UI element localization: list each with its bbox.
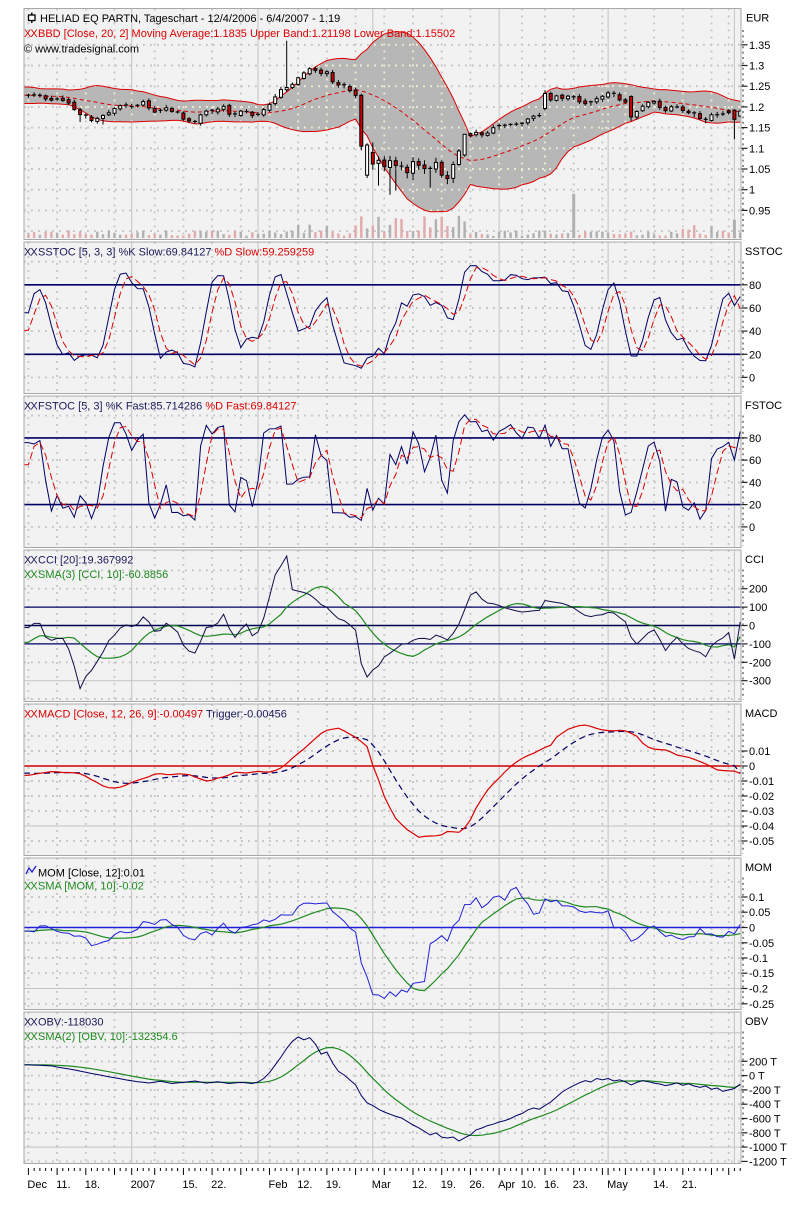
svg-text:XX: XX xyxy=(24,709,38,721)
svg-text:-1200 T: -1200 T xyxy=(749,1156,787,1168)
svg-text:Apr: Apr xyxy=(498,1179,515,1191)
svg-text:-0.02: -0.02 xyxy=(749,791,774,803)
svg-text:XX: XX xyxy=(24,247,38,259)
svg-text:SMA(3) [CCI, 10]:-60.8856: SMA(3) [CCI, 10]:-60.8856 xyxy=(38,569,168,581)
svg-text:11.: 11. xyxy=(56,1179,70,1191)
svg-text:HELIAD EQ PARTN, Tageschart -: HELIAD EQ PARTN, Tageschart - 12/4/2006 … xyxy=(40,13,340,25)
svg-text:-1000 T: -1000 T xyxy=(749,1142,787,1154)
svg-text:OBV: OBV xyxy=(745,1016,769,1028)
svg-text:-0.1: -0.1 xyxy=(749,953,768,965)
svg-text:-100: -100 xyxy=(749,639,771,651)
svg-text:20: 20 xyxy=(749,500,761,512)
svg-text:15.: 15. xyxy=(182,1179,197,1191)
svg-text:-800 T: -800 T xyxy=(749,1128,781,1140)
svg-text:-0.05: -0.05 xyxy=(749,836,774,848)
svg-text:-200 T: -200 T xyxy=(749,1085,781,1097)
svg-text:0.01: 0.01 xyxy=(749,746,770,758)
svg-text:-400 T: -400 T xyxy=(749,1099,781,1111)
svg-text:0.1: 0.1 xyxy=(749,892,764,904)
svg-text:100: 100 xyxy=(749,602,767,614)
svg-text:CCI: CCI xyxy=(745,554,764,566)
svg-text:XX: XX xyxy=(24,569,38,581)
svg-text:40: 40 xyxy=(749,326,761,338)
svg-text:MOM: MOM xyxy=(745,862,772,874)
svg-text:1.25: 1.25 xyxy=(749,81,770,93)
svg-text:1.1: 1.1 xyxy=(749,143,764,155)
svg-text:XX: XX xyxy=(24,881,38,893)
svg-text:CCI [20]:19.367992: CCI [20]:19.367992 xyxy=(38,555,133,567)
svg-text:XX: XX xyxy=(24,555,38,567)
svg-text:0: 0 xyxy=(749,761,755,773)
svg-text:EUR: EUR xyxy=(746,13,769,25)
svg-text:200: 200 xyxy=(749,584,767,596)
svg-text:MACD [Close, 12, 26, 9]:-0.004: MACD [Close, 12, 26, 9]:-0.00497 Trigger… xyxy=(38,709,287,721)
svg-text:18.: 18. xyxy=(85,1179,100,1191)
svg-text:SSTOC [5, 3, 3] %K Slow:69.841: SSTOC [5, 3, 3] %K Slow:69.84127 %D Slow… xyxy=(38,247,314,259)
svg-text:1.35: 1.35 xyxy=(749,40,770,52)
svg-text:12.: 12. xyxy=(297,1179,312,1191)
svg-text:23.: 23. xyxy=(573,1179,588,1191)
svg-text:XX: XX xyxy=(24,28,38,40)
svg-text:Mar: Mar xyxy=(372,1179,391,1191)
svg-text:May: May xyxy=(607,1179,628,1191)
svg-text:16.: 16. xyxy=(544,1179,559,1191)
svg-text:1.05: 1.05 xyxy=(749,164,770,176)
svg-text:XX: XX xyxy=(24,1017,38,1029)
svg-text:-0.01: -0.01 xyxy=(749,776,774,788)
svg-text:20: 20 xyxy=(749,349,761,361)
svg-text:0: 0 xyxy=(749,372,755,384)
svg-text:-0.05: -0.05 xyxy=(749,938,774,950)
svg-text:0.05: 0.05 xyxy=(749,907,770,919)
svg-text:MACD: MACD xyxy=(745,708,777,720)
svg-text:Dec: Dec xyxy=(27,1179,47,1191)
svg-text:26.: 26. xyxy=(469,1179,484,1191)
svg-text:19.: 19. xyxy=(441,1179,456,1191)
svg-text:1.15: 1.15 xyxy=(749,123,770,135)
svg-text:60: 60 xyxy=(749,455,761,467)
svg-text:0: 0 xyxy=(749,923,755,935)
svg-text:1.2: 1.2 xyxy=(749,102,764,114)
svg-text:-0.04: -0.04 xyxy=(749,821,774,833)
svg-text:MOM [Close, 12]:0.01: MOM [Close, 12]:0.01 xyxy=(38,868,145,880)
svg-text:14.: 14. xyxy=(653,1179,668,1191)
svg-text:© www.tradesignal.com: © www.tradesignal.com xyxy=(24,44,139,56)
svg-text:-300: -300 xyxy=(749,676,771,688)
svg-text:60: 60 xyxy=(749,303,761,315)
svg-text:2007: 2007 xyxy=(131,1179,155,1191)
svg-text:80: 80 xyxy=(749,280,761,292)
svg-text:SMA(2) [OBV, 10]:-132354.6: SMA(2) [OBV, 10]:-132354.6 xyxy=(38,1031,178,1043)
svg-text:0: 0 xyxy=(749,522,755,534)
svg-text:XX: XX xyxy=(24,401,38,413)
svg-text:0.95: 0.95 xyxy=(749,205,770,217)
svg-text:19.: 19. xyxy=(326,1179,341,1191)
svg-text:FSTOC: FSTOC xyxy=(745,400,782,412)
svg-text:10.: 10. xyxy=(521,1179,536,1191)
svg-text:-200: -200 xyxy=(749,657,771,669)
svg-text:1.3: 1.3 xyxy=(749,61,764,73)
svg-text:Feb: Feb xyxy=(269,1179,288,1191)
svg-text:-600 T: -600 T xyxy=(749,1114,781,1126)
svg-text:FSTOC [5, 3] %K Fast:85.714286: FSTOC [5, 3] %K Fast:85.714286 %D Fast:6… xyxy=(38,401,296,413)
svg-text:21.: 21. xyxy=(682,1179,697,1191)
svg-text:-0.25: -0.25 xyxy=(749,999,774,1011)
svg-text:-0.15: -0.15 xyxy=(749,968,774,980)
svg-text:-0.2: -0.2 xyxy=(749,984,768,996)
svg-text:XX: XX xyxy=(24,1031,38,1043)
svg-text:200 T: 200 T xyxy=(749,1056,777,1068)
svg-text:BBD [Close, 20, 2] Moving Aver: BBD [Close, 20, 2] Moving Average:1.1835… xyxy=(38,28,455,40)
svg-text:12.: 12. xyxy=(412,1179,427,1191)
svg-text:40: 40 xyxy=(749,477,761,489)
svg-text:80: 80 xyxy=(749,433,761,445)
svg-text:SSTOC: SSTOC xyxy=(745,246,783,258)
svg-text:22.: 22. xyxy=(211,1179,226,1191)
svg-text:OBV:-118030: OBV:-118030 xyxy=(38,1017,103,1029)
svg-text:1: 1 xyxy=(749,185,755,197)
svg-text:0 T: 0 T xyxy=(749,1071,765,1083)
svg-text:0: 0 xyxy=(749,621,755,633)
svg-text:-0.03: -0.03 xyxy=(749,806,774,818)
svg-text:SMA [MOM, 10]:-0.02: SMA [MOM, 10]:-0.02 xyxy=(38,881,144,893)
